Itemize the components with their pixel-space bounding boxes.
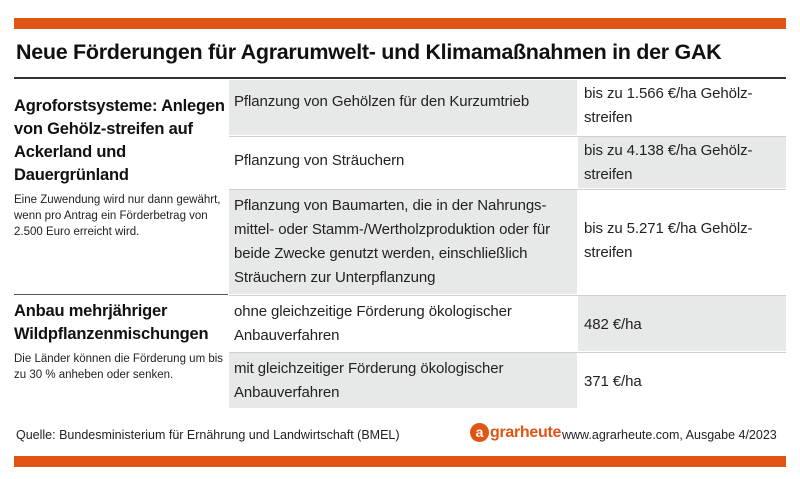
table-cell-measure: mit gleichzeitiger Förderung ökologische… <box>229 353 577 408</box>
table-cell-measure: Pflanzung von Sträuchern <box>234 152 405 169</box>
table-cell-amount: bis zu 4.138 €/ha Gehölz-streifen <box>578 137 786 188</box>
row-divider <box>229 136 786 137</box>
row-divider <box>229 352 786 353</box>
table-cell-amount: bis zu 1.566 €/ha Gehölz-streifen <box>584 85 753 126</box>
table-cell-measure: Pflanzung von Gehölzen für den Kurzumtri… <box>229 80 577 135</box>
row-divider <box>229 189 786 190</box>
section-heading: Agroforstsysteme: Anlegen von Gehölz-str… <box>14 97 225 184</box>
top-accent-bar <box>14 18 786 29</box>
table-cell-amount: 371 €/ha <box>584 373 642 390</box>
section-wildpflanzen: Anbau mehrjähriger Wildpflanzenmischunge… <box>14 300 228 383</box>
section-agroforst: Agroforstsysteme: Anlegen von Gehölz-str… <box>14 95 228 240</box>
section-divider <box>14 294 228 295</box>
bottom-accent-bar <box>14 456 786 467</box>
table-cell-measure: Pflanzung von Baumarten, die in der Nahr… <box>229 190 577 294</box>
section-heading: Anbau mehrjähriger Wildpflanzenmischunge… <box>14 302 209 343</box>
page-title: Neue Förderungen für Agrarumwelt- und Kl… <box>16 40 722 64</box>
logo-mark-icon: a <box>470 423 489 442</box>
table-cell-measure: ohne gleichzeitige Förderung ökologische… <box>234 303 512 344</box>
source-credit: Quelle: Bundesministerium für Ernährung … <box>16 428 400 442</box>
agrarheute-logo: a grarheute <box>470 423 561 442</box>
title-divider <box>14 77 786 79</box>
section-note: Die Länder können die Förderung um bis z… <box>14 353 224 381</box>
section-note: Eine Zuwendung wird nur dann gewährt, we… <box>14 194 221 238</box>
table-cell-amount: bis zu 5.271 €/ha Gehölz-streifen <box>584 220 753 261</box>
publication-credit: www.agrarheute.com, Ausgabe 4/2023 <box>562 428 777 442</box>
table-cell-amount: 482 €/ha <box>578 296 786 351</box>
row-divider <box>229 295 786 296</box>
logo-wordmark: grarheute <box>490 423 562 441</box>
